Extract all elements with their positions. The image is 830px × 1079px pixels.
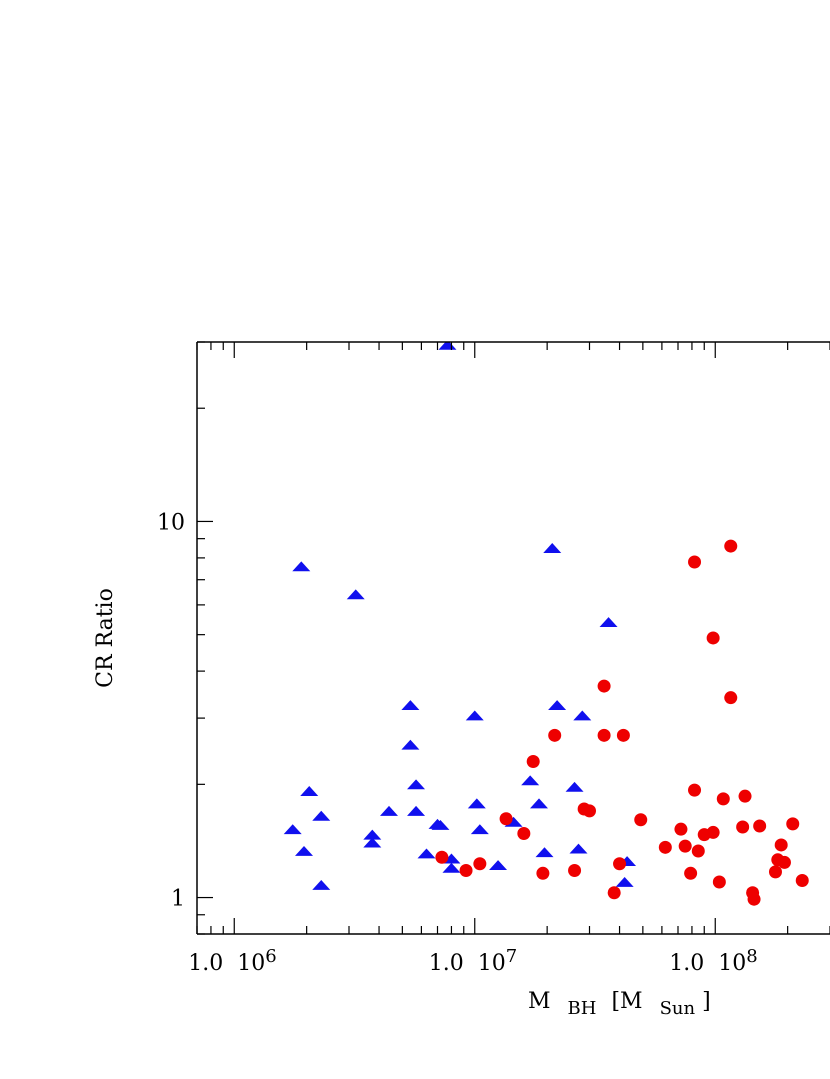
circle-point xyxy=(568,864,582,878)
circle-point xyxy=(613,857,627,871)
circle-point xyxy=(706,631,720,645)
axes xyxy=(196,341,830,935)
triangle-point xyxy=(407,805,426,816)
circle-point xyxy=(786,817,800,831)
circle-point xyxy=(435,850,449,864)
circle-point xyxy=(753,819,767,833)
triangle-point xyxy=(599,617,618,628)
triangle-point xyxy=(565,781,584,792)
circle-point xyxy=(795,874,809,888)
triangle-point xyxy=(363,837,382,848)
x-tick-label-exp: 8 xyxy=(746,946,757,967)
y-tick-label: 1 xyxy=(171,887,185,912)
x-axis-label-main: M xyxy=(528,989,551,1014)
circle-point xyxy=(724,691,738,705)
triangle-point xyxy=(363,829,382,840)
y-axis-label: CR Ratio xyxy=(93,588,118,688)
triangle-point xyxy=(401,739,420,750)
circle-point xyxy=(597,679,611,693)
circle-point xyxy=(473,857,487,871)
triangle-point xyxy=(346,589,365,600)
triangle-point xyxy=(470,824,489,835)
triangle-point xyxy=(615,877,634,887)
y-tick-label: 10 xyxy=(157,510,185,535)
triangle-point xyxy=(292,561,311,572)
triangle-point xyxy=(295,846,314,856)
circle-point xyxy=(712,875,726,889)
axis-ticks xyxy=(196,341,830,935)
x-tick-label-coef: 1.0 xyxy=(429,951,464,976)
triangle-point xyxy=(521,775,540,786)
circle-point xyxy=(688,783,702,797)
x-tick-label-base: 10 xyxy=(718,951,746,976)
circle-point xyxy=(768,865,782,879)
circle-point xyxy=(597,728,611,742)
x-tick-label-coef: 1.0 xyxy=(669,951,704,976)
triangle-point xyxy=(573,710,592,721)
triangle-point xyxy=(300,786,319,796)
triangle-point xyxy=(417,848,436,859)
circle-point xyxy=(684,866,698,880)
circle-point xyxy=(634,813,648,827)
x-axis-label-close: ] xyxy=(702,989,711,1014)
circle-point xyxy=(747,892,761,906)
circle-point xyxy=(616,728,630,742)
triangle-point xyxy=(312,810,331,821)
triangle-point xyxy=(442,862,461,873)
circle-point xyxy=(499,812,513,826)
circle-point xyxy=(658,840,672,854)
triangle-point xyxy=(283,824,302,835)
circle-point xyxy=(526,755,540,769)
triangle-point xyxy=(407,779,426,790)
triangle-point xyxy=(380,805,399,816)
x-axis-label: M BH [M Sun ] xyxy=(528,989,711,1020)
triangle-point xyxy=(548,700,567,710)
x-tick-label: 1.0 107 xyxy=(429,946,517,976)
circle-point xyxy=(777,855,791,869)
triangle-point xyxy=(530,798,549,809)
x-tick-label: 1.0 108 xyxy=(669,946,757,976)
x-axis-label-sub2: Sun xyxy=(660,998,696,1019)
x-tick-label-exp: 7 xyxy=(506,946,517,967)
x-axis-label-sub1: BH xyxy=(568,998,597,1019)
circle-point xyxy=(724,539,738,553)
circle-point xyxy=(536,866,550,880)
circle-point xyxy=(459,864,473,878)
circle-point xyxy=(691,844,705,858)
circle-point xyxy=(736,820,750,834)
triangle-point xyxy=(489,860,508,871)
circle-point xyxy=(583,804,597,818)
data-points xyxy=(283,342,809,906)
x-tick-label-base: 10 xyxy=(237,951,265,976)
circle-point xyxy=(607,886,621,900)
x-axis-label-open: [M xyxy=(611,989,642,1014)
triangle-point xyxy=(312,880,331,890)
circle-point xyxy=(517,827,531,841)
circle-point xyxy=(688,555,702,569)
circle-point xyxy=(738,789,752,803)
triangle-point xyxy=(431,819,450,830)
triangle-point xyxy=(543,543,562,553)
circle-point xyxy=(548,728,562,742)
triangle-point xyxy=(569,843,588,854)
circle-point xyxy=(774,838,788,852)
x-tick-label: 1.0 106 xyxy=(188,946,276,976)
triangle-point xyxy=(535,847,554,858)
x-tick-label-coef: 1.0 xyxy=(188,951,223,976)
circle-point xyxy=(674,822,688,836)
triangle-point xyxy=(465,710,484,721)
triangle-point xyxy=(467,798,486,809)
circle-point xyxy=(706,825,720,839)
x-tick-label-exp: 6 xyxy=(265,946,276,967)
x-tick-label-base: 10 xyxy=(478,951,506,976)
triangle-point xyxy=(401,700,420,710)
circle-point xyxy=(716,792,730,806)
circle-point xyxy=(678,839,692,853)
